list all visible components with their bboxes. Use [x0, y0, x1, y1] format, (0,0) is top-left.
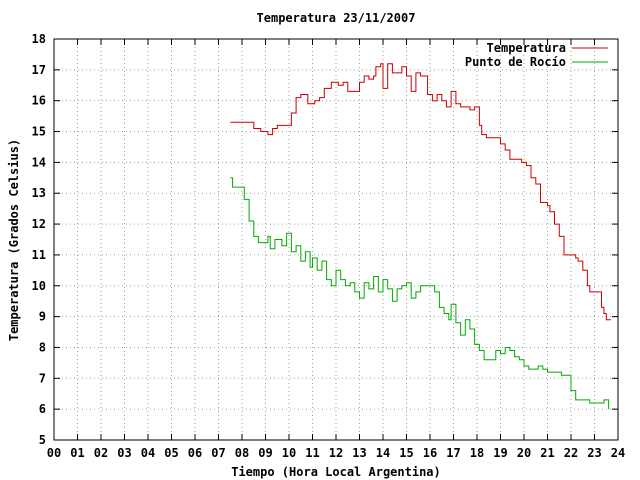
x-tick-label: 18 — [470, 446, 484, 460]
x-tick-label: 22 — [564, 446, 578, 460]
x-tick-label: 08 — [235, 446, 249, 460]
y-tick-label: 14 — [32, 155, 46, 169]
x-tick-label: 19 — [493, 446, 507, 460]
y-tick-label: 6 — [39, 402, 46, 416]
x-tick-label: 04 — [141, 446, 155, 460]
series-line-1 — [230, 177, 610, 410]
x-tick-label: 09 — [258, 446, 272, 460]
x-tick-label: 00 — [47, 446, 61, 460]
legend-label-punto-de-rocio: Punto de Rocío — [465, 55, 566, 69]
x-tick-label: 11 — [305, 446, 319, 460]
legend: Temperatura Punto de Rocío — [465, 41, 608, 69]
y-tick-label: 17 — [32, 63, 46, 77]
x-tick-label: 12 — [329, 446, 343, 460]
legend-label-temperatura: Temperatura — [487, 41, 566, 55]
y-tick-label: 8 — [39, 340, 46, 354]
x-tick-label: 16 — [423, 446, 437, 460]
y-tick-label: 13 — [32, 186, 46, 200]
y-tick-label: 9 — [39, 310, 46, 324]
x-tick-label: 21 — [540, 446, 554, 460]
y-tick-label: 10 — [32, 279, 46, 293]
y-tick-label: 11 — [32, 248, 46, 262]
x-tick-label: 17 — [446, 446, 460, 460]
y-tick-label: 15 — [32, 125, 46, 139]
x-axis-label: Tiempo (Hora Local Argentina) — [231, 465, 441, 479]
y-tick-label: 7 — [39, 371, 46, 385]
series-line-0 — [230, 63, 611, 321]
x-tick-label: 01 — [70, 446, 84, 460]
x-tick-label: 03 — [117, 446, 131, 460]
x-tick-label: 02 — [94, 446, 108, 460]
x-tick-label: 20 — [517, 446, 531, 460]
x-axis-tick-labels: 00 01 02 03 04 05 06 07 08 09 10 11 12 13 14 15 16 17 18 19… — [47, 446, 625, 460]
x-tick-label: 23 — [587, 446, 601, 460]
y-tick-label: 5 — [39, 433, 46, 447]
x-tick-label: 24 — [611, 446, 625, 460]
y-axis-label: Temperatura (Grados Celsius) — [7, 139, 21, 341]
x-tick-label: 15 — [399, 446, 413, 460]
grid-lines — [54, 39, 618, 440]
x-tick-label: 10 — [282, 446, 296, 460]
y-axis-tick-labels: 5 6 7 8 9 10 11 12 13 14 15 16 17 18 — [32, 32, 46, 447]
x-tick-label: 13 — [352, 446, 366, 460]
x-tick-label: 06 — [188, 446, 202, 460]
y-tick-label: 18 — [32, 32, 46, 46]
x-tick-label: 07 — [211, 446, 225, 460]
x-tick-label: 14 — [376, 446, 390, 460]
series-lines — [230, 63, 611, 410]
chart-title: Temperatura 23/11/2007 — [257, 11, 416, 25]
y-tick-label: 16 — [32, 94, 46, 108]
axis-ticks — [53, 38, 619, 441]
y-tick-label: 12 — [32, 217, 46, 231]
x-tick-label: 05 — [164, 446, 178, 460]
